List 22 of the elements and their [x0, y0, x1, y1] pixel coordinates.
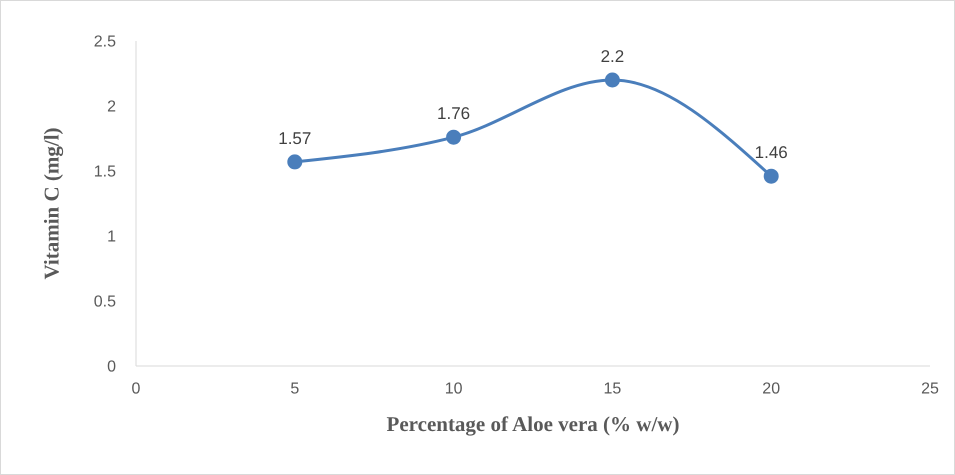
- y-axis-title: Vitamin C (mg/l): [39, 127, 64, 280]
- point: [764, 168, 779, 184]
- data-label: 1.76: [437, 104, 470, 124]
- x-tick-label: 10: [444, 380, 463, 398]
- y-tick-label: 2.5: [94, 34, 116, 51]
- x-tick-label: 25: [921, 380, 939, 398]
- y-tick-label: 1: [107, 228, 116, 246]
- x-axis-title: Percentage of Aloe vera (% w/w): [386, 412, 680, 436]
- data-label: 1.57: [278, 128, 312, 148]
- y-tick-label: 2: [107, 98, 116, 116]
- x-tick-label: 15: [604, 380, 622, 398]
- x-tick-label: 0: [132, 380, 141, 398]
- y-tick-label: 0.5: [94, 294, 116, 311]
- y-tick-label: 1.5: [94, 164, 116, 181]
- point: [446, 130, 462, 145]
- y-tick-label: 0: [107, 358, 116, 376]
- data-label: 1.46: [754, 143, 788, 162]
- x-tick-label: 5: [290, 380, 300, 398]
- data-label: 2.2: [600, 47, 624, 66]
- x-tick-label: 20: [762, 380, 780, 398]
- point: [604, 72, 620, 88]
- point: [287, 154, 302, 170]
